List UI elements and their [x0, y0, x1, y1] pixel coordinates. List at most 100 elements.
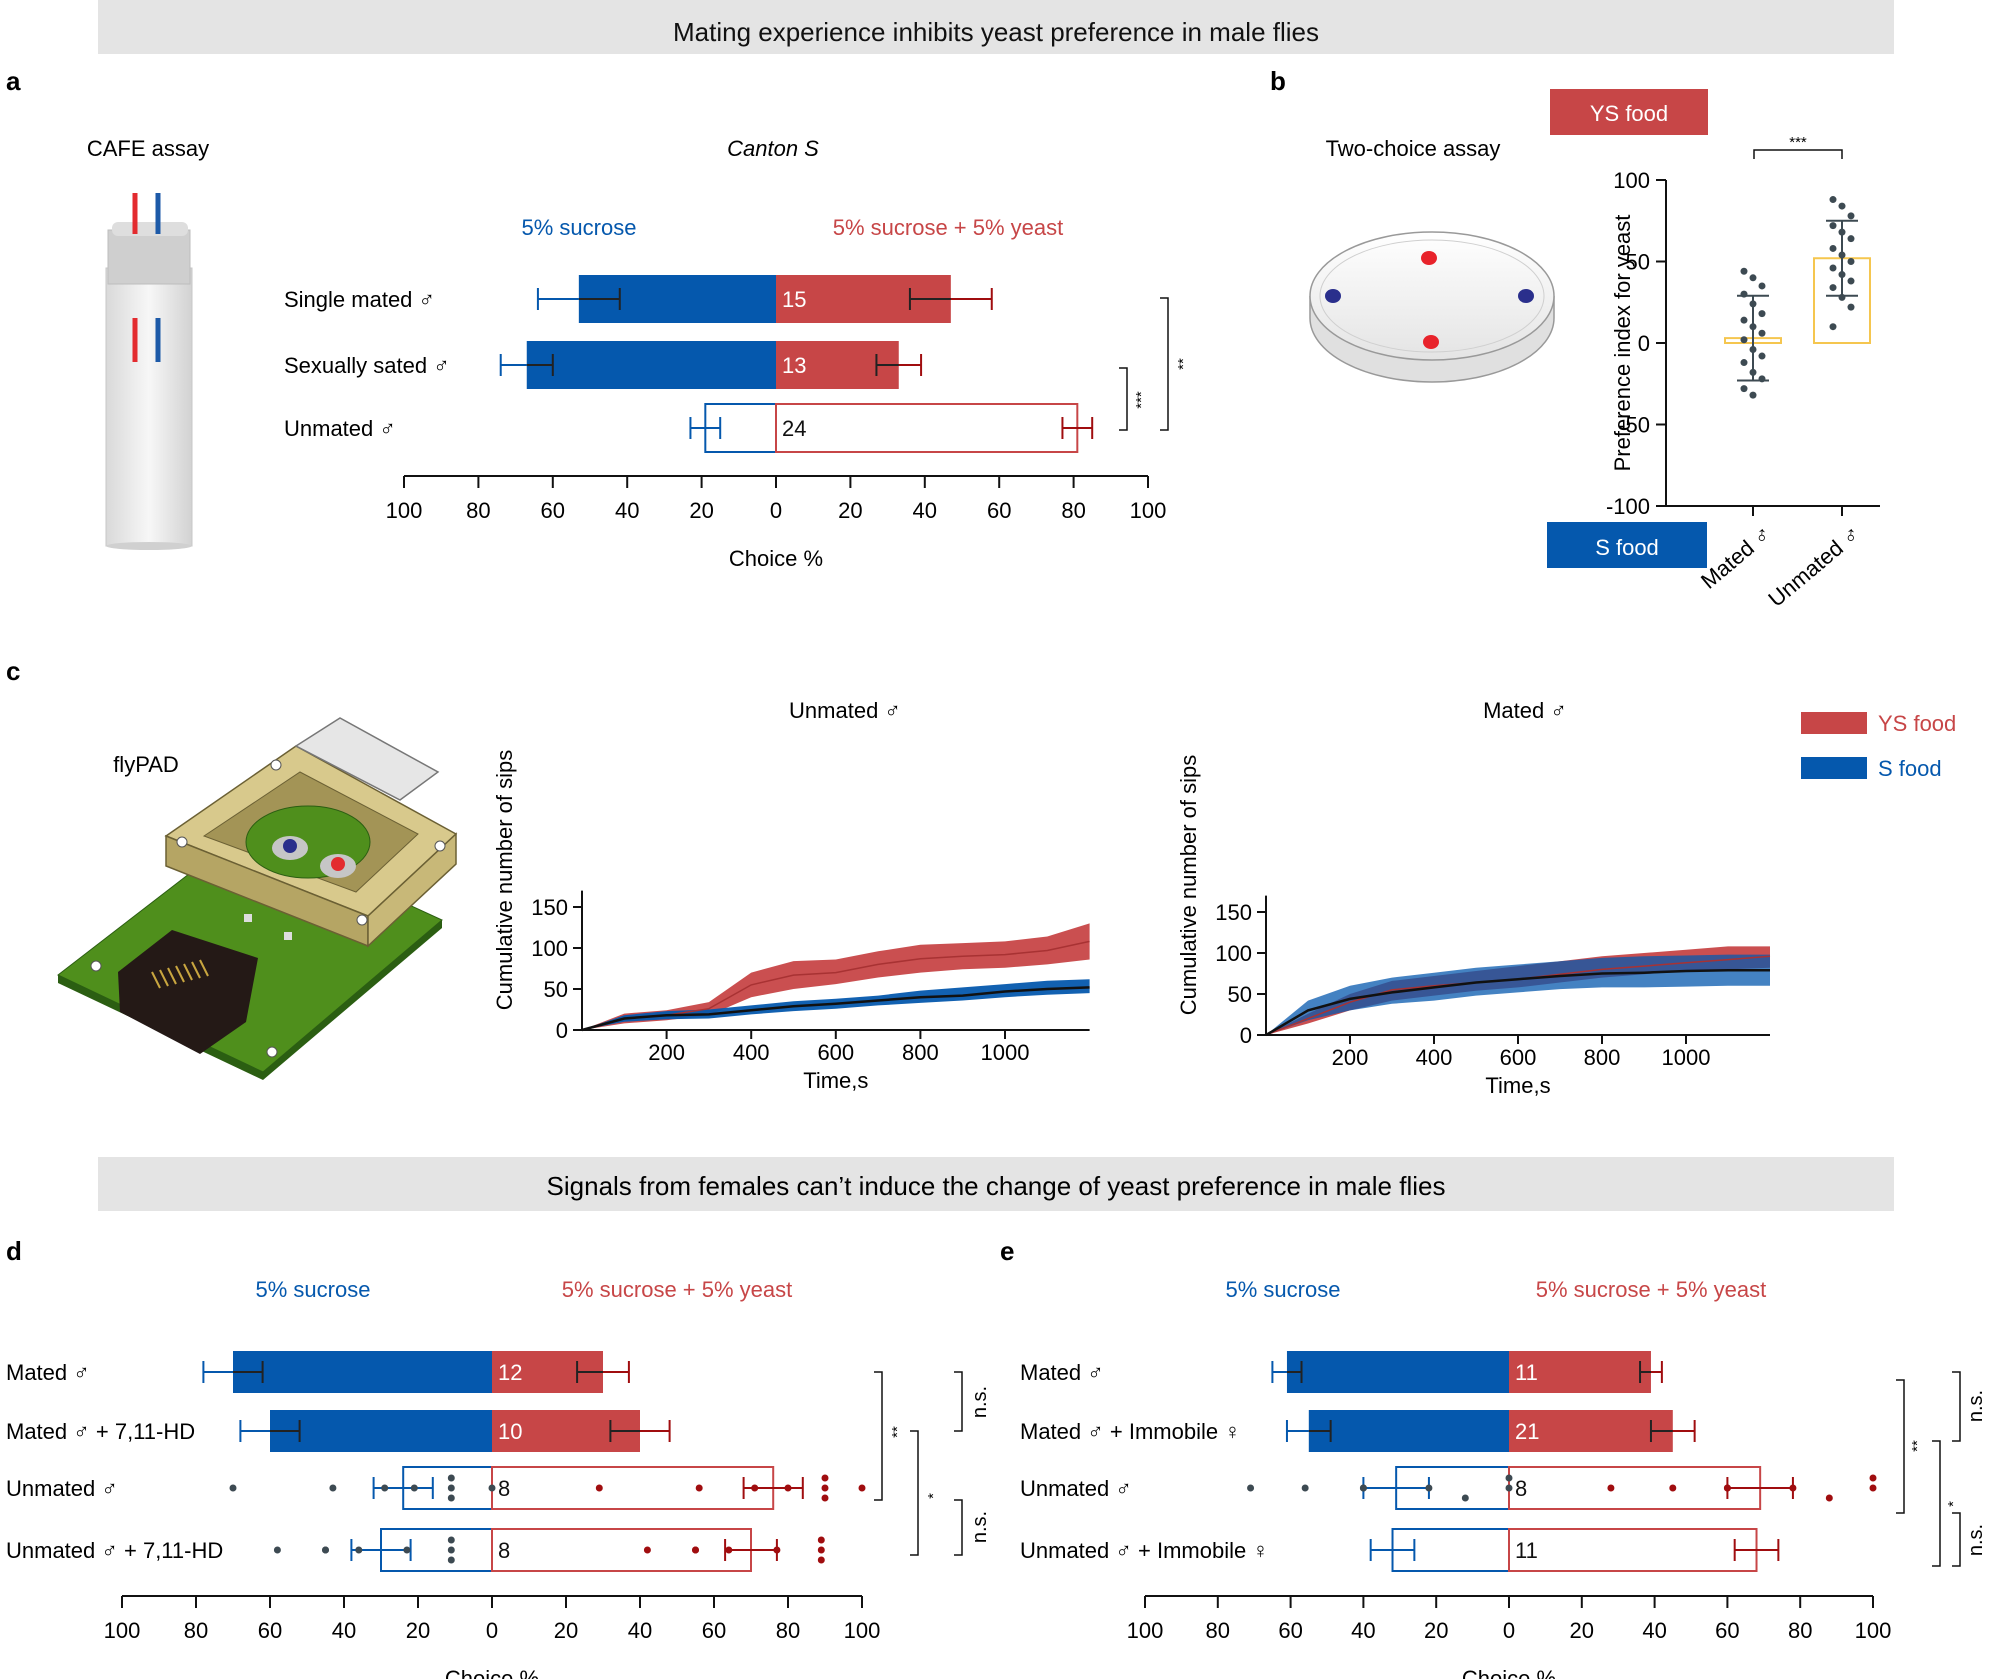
d-sig-top-right: n.s. — [969, 1386, 991, 1418]
x-tick-label: 100 — [104, 1618, 141, 1643]
data-point-sucrose — [329, 1484, 337, 1492]
a-bracket-outer — [1160, 297, 1169, 431]
data-point — [1829, 264, 1837, 272]
x-tick-label: Unmated ♂ — [1763, 521, 1865, 612]
line-s-food — [581, 986, 1090, 1032]
x-tick-label: 80 — [1206, 1618, 1230, 1643]
bar-sucrose — [1308, 1410, 1509, 1452]
y-tick-label: 50 — [1228, 982, 1252, 1007]
data-point — [1829, 323, 1837, 331]
bar-yeast — [491, 1466, 775, 1510]
x-tick-label: 20 — [554, 1618, 578, 1643]
data-point-yeast — [1789, 1484, 1797, 1492]
bar-yeast — [1508, 1466, 1762, 1510]
data-point — [1847, 277, 1855, 285]
data-point-sucrose — [1301, 1484, 1309, 1492]
tube-cap — [107, 229, 191, 285]
frame-screw — [176, 836, 188, 848]
tube-bottom — [106, 542, 192, 550]
y-tick-label: 0 — [1240, 1023, 1252, 1048]
food-dot-red-top — [1421, 251, 1437, 265]
data-point — [1758, 375, 1766, 383]
pcb-screw-hole — [266, 1046, 278, 1058]
x-tick-label: 60 — [987, 498, 1011, 523]
data-point-yeast — [858, 1484, 866, 1492]
data-point-sucrose — [322, 1546, 329, 1554]
bar-n-label: 11 — [1515, 1360, 1538, 1385]
chart-title: Mated ♂ — [1483, 698, 1567, 723]
row-label: Unmated ♂ — [6, 1476, 118, 1501]
bar-yeast — [1509, 1410, 1673, 1452]
data-point — [1829, 222, 1837, 230]
top-banner-title: Mating experience inhibits yeast prefere… — [673, 17, 1319, 47]
x-tick-label: 0 — [1503, 1618, 1515, 1643]
row-label: Single mated ♂ — [284, 287, 435, 312]
data-point — [1758, 352, 1766, 360]
data-point-sucrose — [447, 1474, 455, 1482]
row-label: Mated ♂ — [1020, 1360, 1104, 1385]
data-point-yeast — [1825, 1494, 1833, 1502]
data-point — [1838, 293, 1846, 301]
b-sig-bracket — [1753, 149, 1843, 159]
data-point-yeast — [1669, 1484, 1677, 1492]
data-point-sucrose — [410, 1484, 418, 1492]
y-tick-label: 0 — [1638, 331, 1650, 356]
e-sig-mid: * — [1945, 1501, 1962, 1507]
x-axis-title: Time,s — [803, 1068, 868, 1093]
frame-screw — [356, 914, 368, 926]
data-point-yeast — [1869, 1484, 1877, 1492]
panel-e-letter: e — [1000, 1236, 1014, 1266]
top-banner — [98, 0, 1894, 54]
x-tick-label: 80 — [1788, 1618, 1812, 1643]
data-point — [1758, 282, 1766, 290]
e-bracket-outer — [1896, 1379, 1905, 1514]
data-point — [1740, 336, 1748, 344]
e-sig-brackets — [1896, 1371, 1961, 1567]
x-tick-label: 20 — [689, 498, 713, 523]
data-point — [1829, 284, 1837, 292]
data-point — [1838, 251, 1846, 259]
dish-inner — [1319, 239, 1545, 353]
bottom-banner — [98, 1157, 1894, 1211]
chart-c-unmated: 0 50 100 150 200 400 600 800 1000 Time,s Cumulativ… — [492, 698, 1090, 1093]
e-sig-outer: ** — [1909, 1440, 1926, 1452]
a-sig-inner: *** — [1133, 391, 1150, 409]
x-tick-label: 20 — [1570, 1618, 1594, 1643]
panel-d-letter: d — [6, 1236, 22, 1266]
bar-yeast — [491, 1528, 752, 1572]
a-bracket-inner — [1119, 367, 1128, 431]
data-point — [1838, 202, 1846, 210]
data-point — [1740, 359, 1748, 367]
x-tick-label: 1000 — [1662, 1045, 1711, 1070]
data-point-yeast — [817, 1556, 825, 1564]
frame-screw — [434, 840, 446, 852]
data-point-sucrose — [1505, 1484, 1513, 1492]
x-tick-label: 100 — [386, 498, 423, 523]
food-dot-blue-right — [1518, 289, 1534, 303]
y-axis-title: Cumulative number of sips — [492, 750, 517, 1010]
chart-a: 15 Single mated ♂ 13 Sexually sated ♂ 24 Unma… — [284, 275, 1166, 571]
x-axis-title: Time,s — [1485, 1073, 1550, 1098]
data-point-sucrose — [447, 1484, 455, 1492]
c-legend-ys-swatch — [1801, 712, 1867, 734]
tube-cap-top — [112, 222, 188, 236]
row-label: Unmated ♂ + Immobile ♀ — [1020, 1538, 1269, 1563]
x-tick-label: 600 — [1500, 1045, 1537, 1070]
data-point-yeast — [1869, 1474, 1877, 1482]
a-sig-brackets — [1119, 297, 1169, 431]
d-sig-outer: ** — [889, 1426, 906, 1438]
cafe-assay-label: CAFE assay — [87, 136, 209, 161]
data-point — [1749, 346, 1757, 354]
d-bracket-top-right — [954, 1371, 963, 1432]
bar-sucrose — [233, 1351, 492, 1393]
data-point-yeast — [821, 1474, 829, 1482]
row-label: Unmated ♂ + 7,11-HD — [6, 1538, 223, 1563]
data-point-yeast — [784, 1484, 792, 1492]
pcb-screw-hole — [90, 960, 102, 972]
e-bracket-bottom-right — [1952, 1512, 1961, 1567]
row-label: Unmated ♂ — [284, 416, 396, 441]
x-tick-label: 80 — [776, 1618, 800, 1643]
data-point — [1740, 316, 1748, 324]
frame-side-right — [367, 832, 457, 948]
